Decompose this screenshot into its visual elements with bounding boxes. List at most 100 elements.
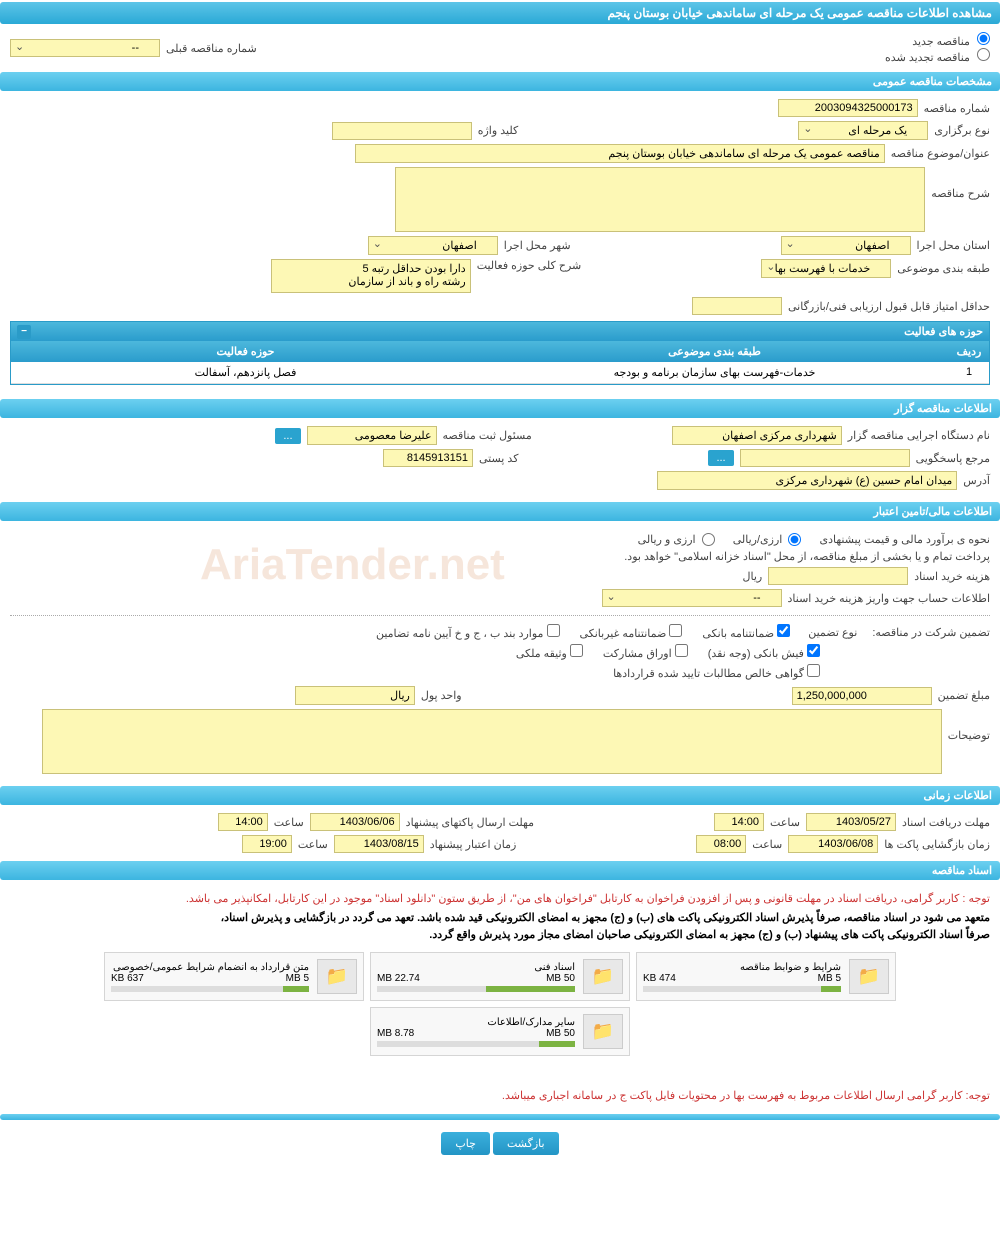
file-total: 50 MB (546, 1028, 575, 1039)
reg-resp-label: مسئول ثبت مناقصه (443, 429, 532, 442)
folder-icon: 📁 (317, 959, 357, 994)
file-card[interactable]: 📁 شرایط و ضوابط مناقصه 5 MB 474 KB (636, 952, 896, 1001)
prev-number-select[interactable]: -- (10, 39, 160, 57)
receive-deadline-time: 14:00 (714, 813, 764, 831)
time-label-3: ساعت (752, 838, 782, 851)
chk-items-label: موارد بند ب ، ج و خ آیین نامه تضامین (376, 628, 543, 640)
timing-section: مهلت دریافت اسناد 1403/05/27 ساعت 14:00 … (0, 807, 1000, 859)
notice-4: توجه: کاربر گرامی ارسال اطلاعات مربوط به… (10, 1085, 990, 1106)
file-card[interactable]: 📁 اسناد فنی 50 MB22.74 MB (370, 952, 630, 1001)
print-button[interactable]: چاپ (441, 1132, 490, 1155)
currency-rial-label: ارزی/ریالی (733, 533, 783, 546)
bottom-buttons: بازگشت چاپ (0, 1122, 1000, 1165)
holding-type-select[interactable]: یک مرحله ای (798, 121, 928, 140)
file-used: 8.78 MB (377, 1028, 414, 1039)
file-total: 5 MB (818, 973, 841, 984)
reg-resp-lookup-button[interactable]: ... (275, 428, 300, 444)
folder-icon: 📁 (583, 1014, 623, 1049)
chk-bank-receipt[interactable] (807, 644, 820, 657)
activity-table: حوزه های فعالیت − ردیف طبقه بندی موضوعی … (10, 321, 990, 385)
guarantee-amount-field: 1,250,000,000 (792, 687, 932, 705)
postal-field: 8145913151 (383, 449, 473, 467)
file-total: 50 MB (546, 973, 575, 984)
general-section: شماره مناقصه 2003094325000173 نوع برگزار… (0, 93, 1000, 397)
progress-fill (821, 986, 841, 992)
validity-time: 19:00 (242, 835, 292, 853)
radio-renewed-tender[interactable] (977, 48, 990, 61)
doc-fee-label: هزینه خرید اسناد (914, 570, 990, 583)
opening-time: 08:00 (696, 835, 746, 853)
chk-collateral-label: وثیقه ملکی (516, 648, 567, 660)
time-label-4: ساعت (298, 838, 328, 851)
notes-textarea[interactable] (42, 709, 942, 774)
receive-deadline-date: 1403/05/27 (806, 813, 896, 831)
col-row: ردیف (949, 341, 989, 362)
progress-fill (283, 986, 309, 992)
prev-number-label: شماره مناقصه قبلی (166, 42, 257, 55)
subject-label: عنوان/موضوع مناقصه (891, 147, 990, 160)
chk-nonbank-guarantee[interactable] (669, 624, 682, 637)
bottom-divider (0, 1114, 1000, 1120)
payment-note: پرداخت تمام و یا بخشی از مبلغ مناقصه، از… (10, 550, 990, 563)
account-info-label: اطلاعات حساب جهت واریز هزینه خرید اسناد (788, 592, 990, 605)
activity-desc-label: شرح کلی حوزه فعالیت (477, 259, 582, 272)
chk-bank-guarantee[interactable] (777, 624, 790, 637)
opening-time-label: زمان بازگشایی پاکت ها (884, 838, 990, 851)
submit-deadline-date: 1403/06/06 (310, 813, 400, 831)
chk-items[interactable] (547, 624, 560, 637)
keyword-label: کلید واژه (478, 124, 518, 137)
cell-idx: 1 (949, 362, 989, 383)
folder-icon: 📁 (849, 959, 889, 994)
radio-currency-foreign[interactable] (702, 533, 715, 546)
province-label: استان محل اجرا (917, 239, 990, 252)
file-card[interactable]: 📁 متن قرارداد به انضمام شرایط عمومی/خصوص… (104, 952, 364, 1001)
guarantee-amount-label: مبلغ تضمین (938, 689, 990, 702)
chk-collateral[interactable] (570, 644, 583, 657)
receive-deadline-label: مهلت دریافت اسناد (902, 816, 990, 829)
radio-new-tender[interactable] (977, 32, 990, 45)
doc-fee-field[interactable] (768, 567, 908, 585)
address-field: میدان امام حسین (ع) شهرداری مرکزی (657, 471, 957, 490)
file-used: 637 KB (111, 973, 144, 984)
time-label-2: ساعت (274, 816, 304, 829)
chk-bank-receipt-label: فیش بانکی (وجه نقد) (708, 648, 804, 660)
min-score-field (692, 297, 782, 315)
file-total: 5 MB (286, 973, 309, 984)
doc-fee-unit: ریال (742, 570, 762, 583)
chk-net-receivables[interactable] (807, 664, 820, 677)
col-category: طبقه بندی موضوعی (480, 341, 949, 362)
activity-desc-field[interactable]: دارا بودن حداقل رتبه 5 رشته راه و باند ا… (271, 259, 471, 293)
financial-section: نحوه ی برآورد مالی و قیمت پیشنهادی ارزی/… (0, 523, 1000, 784)
radio-currency-rial[interactable] (788, 533, 801, 546)
holding-type-label: نوع برگزاری (934, 124, 990, 137)
file-used: 474 KB (643, 973, 676, 984)
city-select[interactable]: اصفهان (368, 236, 498, 255)
chk-bonds-label: اوراق مشارکت (603, 648, 672, 660)
keyword-field[interactable] (332, 122, 472, 140)
file-card[interactable]: 📁 سایر مدارک/اطلاعات 50 MB8.78 MB (370, 1007, 630, 1056)
postal-label: کد پستی (479, 452, 518, 465)
activity-table-header-row: ردیف طبقه بندی موضوعی حوزه فعالیت (11, 341, 989, 362)
reg-resp-field: علیرضا معصومی (307, 426, 437, 445)
org-label: نام دستگاه اجرایی مناقصه گزار (848, 429, 990, 442)
files-container: 📁 شرایط و ضوابط مناقصه 5 MB 474 KB 📁 اسنا… (10, 943, 990, 1065)
notice-3: صرفاً اسناد الکترونیکی پاکت های پیشنهاد … (10, 926, 990, 943)
collapse-icon[interactable]: − (17, 325, 31, 339)
chk-bank-guarantee-label: ضمانتنامه بانکی (702, 628, 774, 640)
file-name: شرایط و ضوابط مناقصه (643, 962, 841, 973)
min-score-label: حداقل امتیاز قابل قبول ارزیابی فنی/بازرگ… (788, 300, 990, 313)
chk-bonds[interactable] (675, 644, 688, 657)
progress-fill (486, 986, 575, 992)
desc-textarea[interactable] (395, 167, 925, 232)
category-select[interactable]: خدمات با فهرست بها (761, 259, 891, 278)
back-button[interactable]: بازگشت (493, 1132, 559, 1155)
col-activity: حوزه فعالیت (11, 341, 480, 362)
cell-activity: فصل پانزدهم، آسفالت (11, 362, 480, 383)
accountable-lookup-button[interactable]: ... (708, 450, 733, 466)
province-select[interactable]: اصفهان (781, 236, 911, 255)
tender-number-field: 2003094325000173 (778, 99, 918, 117)
tenderer-section: نام دستگاه اجرایی مناقصه گزار شهرداری مر… (0, 420, 1000, 500)
currency-unit-label: واحد پول (421, 689, 462, 702)
activity-table-title: حوزه های فعالیت − (11, 322, 989, 341)
account-info-select[interactable]: -- (602, 589, 782, 607)
